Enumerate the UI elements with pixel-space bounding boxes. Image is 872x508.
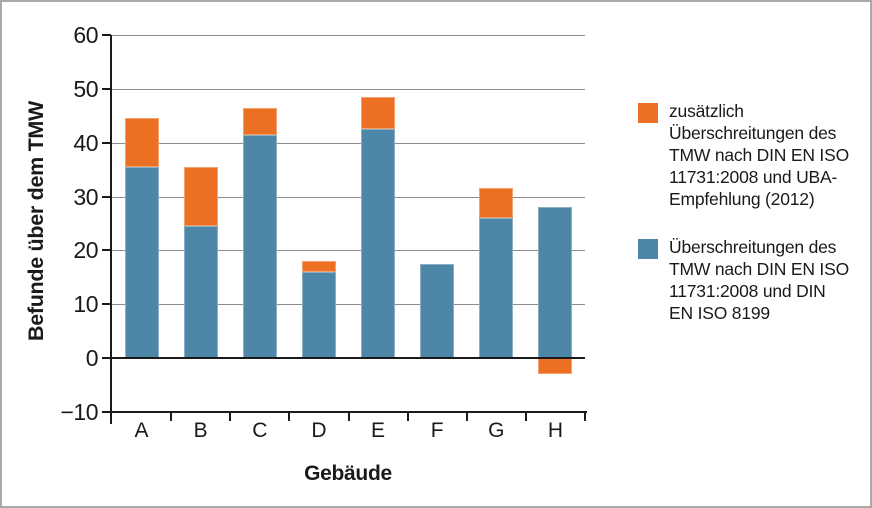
x-axis-tick-4 (347, 413, 350, 421)
legend: zusätzlich Überschreitungen des TMW nach… (638, 100, 868, 324)
x-tick-label-G: G (488, 419, 505, 442)
bar-F-base-segment (420, 263, 455, 359)
y-tick-label-0: 0 (85, 345, 99, 372)
y-tick-label-30: 30 (73, 183, 98, 210)
legend-swatch-icon (638, 239, 658, 259)
bar-D-extra-segment (301, 261, 336, 272)
x-axis-tick-1 (170, 413, 173, 421)
y-axis-tick--10 (102, 411, 111, 413)
bar-E-base-segment (361, 129, 396, 359)
x-tick-label-H: H (547, 419, 564, 442)
x-tick-label-E: E (371, 419, 386, 442)
bar-H-extra-segment (538, 358, 573, 375)
y-tick-label-40: 40 (73, 129, 98, 156)
bar-G-base-segment (479, 218, 514, 359)
bar-A-base-segment (124, 166, 159, 359)
legend-item-1: zusätzlich Überschreitungen des TMW nach… (638, 100, 868, 210)
x-axis-tick-6 (465, 413, 468, 421)
x-tick-label-B: B (193, 419, 208, 442)
x-axis-tick-2 (229, 413, 232, 421)
bar-B-base-segment (183, 226, 218, 359)
bar-A-extra-segment (124, 118, 159, 167)
bar-D-base-segment (301, 271, 336, 359)
y-axis-tick-10 (102, 303, 111, 306)
gridline-50 (112, 88, 585, 90)
y-axis-line (110, 35, 112, 424)
gridline-40 (112, 142, 585, 144)
zero-line (112, 357, 585, 360)
x-tick-label-F: F (430, 419, 444, 442)
y-tick-label-50: 50 (73, 75, 98, 102)
y-axis-tick-50 (102, 87, 111, 90)
gridline-20 (112, 250, 585, 252)
x-axis-tick-5 (406, 413, 409, 421)
y-tick-label-10: 10 (73, 291, 98, 318)
plot-area (112, 35, 585, 412)
legend-label-2: Überschreitungen des TMW nach DIN EN ISO… (669, 237, 849, 323)
gridline-30 (112, 196, 585, 198)
gridline-10 (112, 304, 585, 306)
y-axis-tick-60 (102, 34, 111, 36)
bar-C-extra-segment (242, 107, 277, 135)
y-axis-tick-30 (102, 195, 111, 198)
x-axis-tick-3 (288, 413, 291, 421)
y-axis-title: Befunde über dem TMW (24, 100, 48, 342)
x-axis-tick-7 (524, 413, 527, 421)
bar-E-extra-segment (361, 96, 396, 130)
bar-H-base-segment (538, 207, 573, 359)
bar-G-extra-segment (479, 188, 514, 219)
legend-item-2: Überschreitungen des TMW nach DIN EN ISO… (638, 236, 868, 324)
x-axis-title: Gebäude (304, 462, 392, 485)
y-tick-label-20: 20 (73, 237, 98, 264)
y-axis-tick-20 (102, 249, 111, 252)
bar-B-extra-segment (183, 166, 218, 227)
x-tick-label-A: A (134, 419, 149, 442)
y-axis-tick-0 (102, 357, 111, 360)
x-tick-label-D: D (311, 419, 327, 442)
y-tick-label--10: −10 (60, 399, 98, 425)
x-axis-line (110, 411, 587, 413)
legend-label-1: zusätzlich Überschreitungen des TMW nach… (669, 101, 849, 209)
y-tick-label-60: 60 (73, 22, 98, 48)
y-axis-tick-40 (102, 141, 111, 144)
x-axis-tick-8 (584, 413, 586, 421)
x-tick-label-C: C (252, 419, 268, 442)
legend-swatch-icon (638, 103, 658, 123)
bar-C-base-segment (242, 134, 277, 359)
gridline-60 (112, 35, 585, 36)
